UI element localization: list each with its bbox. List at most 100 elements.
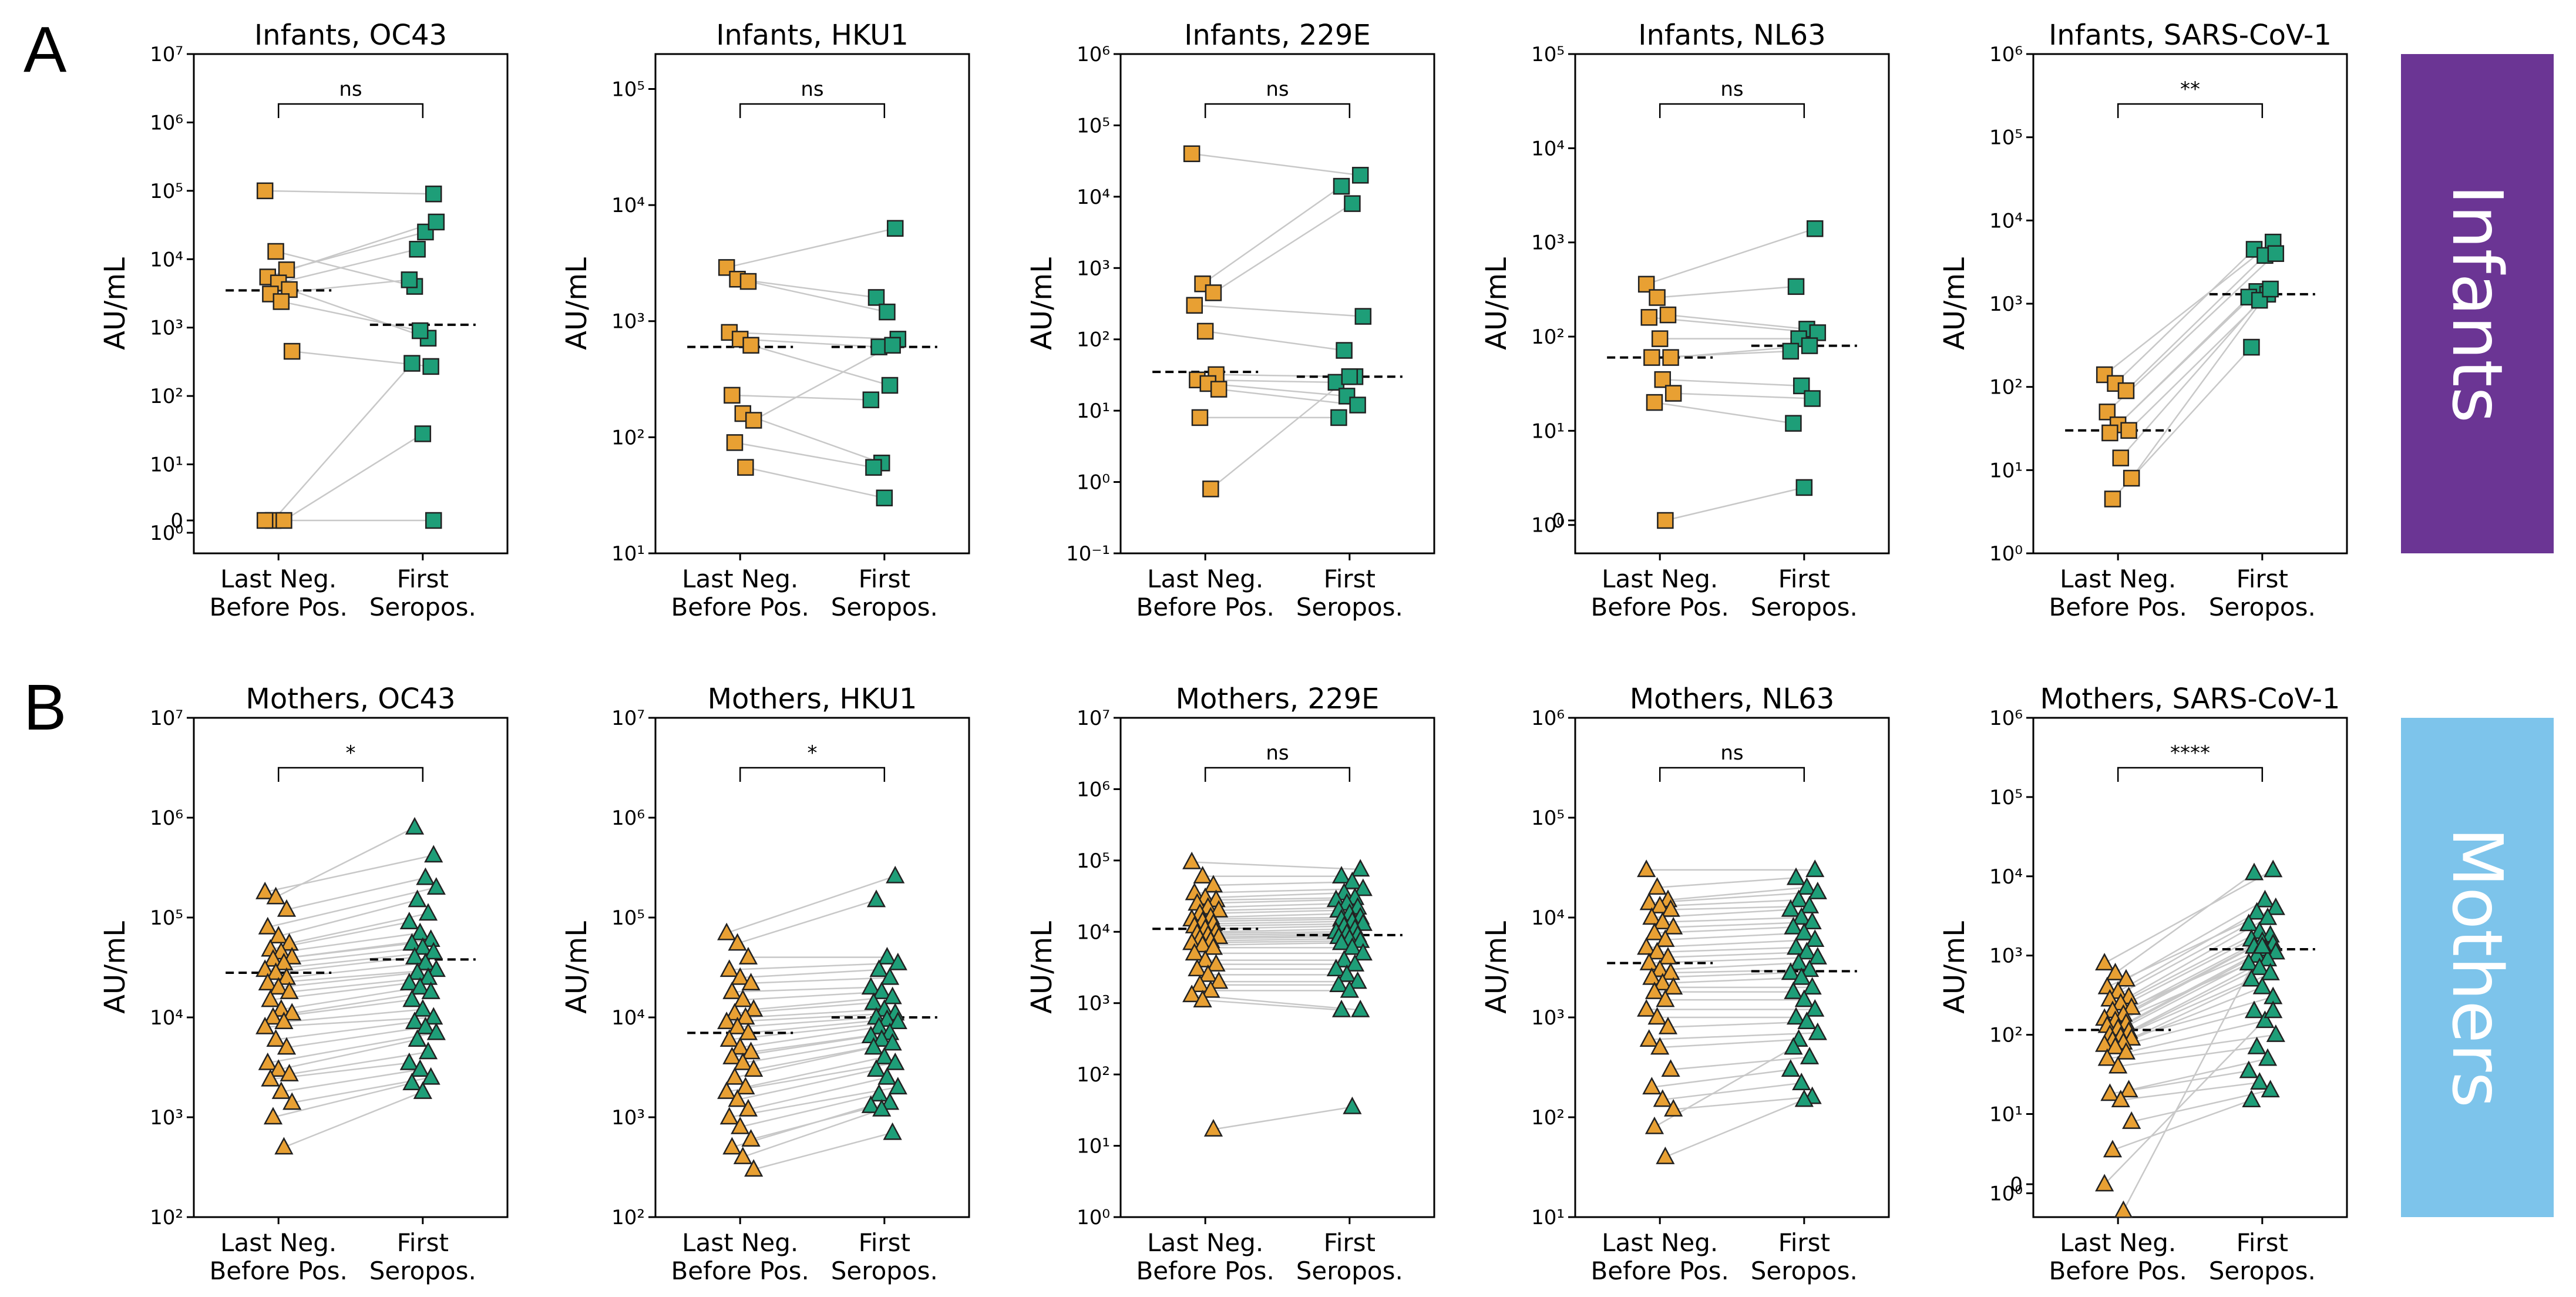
point-last-neg xyxy=(1639,892,1659,910)
infants-band: Infants xyxy=(2401,54,2554,553)
point-last-neg xyxy=(1664,916,1683,935)
point-last-neg xyxy=(1193,990,1212,1007)
point-last-neg xyxy=(2104,490,2121,508)
point-first-pos xyxy=(411,1059,430,1077)
pair-line xyxy=(2114,946,2255,1022)
pair-line xyxy=(742,1039,882,1064)
significance-bracket xyxy=(277,767,424,782)
panel-1: 10⁰ 10¹ 10² 10³ 10⁴ 10⁵ 10⁶ 10⁷ 0 Last Neg. Before… xyxy=(99,19,509,621)
significance-bracket xyxy=(1659,767,1805,782)
pair-line xyxy=(2104,869,2274,964)
pair-line xyxy=(1210,913,1350,918)
y-tick-label: 10⁶ xyxy=(1077,43,1110,66)
pair-line xyxy=(286,1026,426,1049)
point-first-pos xyxy=(416,867,435,885)
pair-line xyxy=(732,986,871,993)
point-first-pos xyxy=(1805,929,1825,947)
point-first-pos xyxy=(416,1016,435,1034)
point-first-pos xyxy=(869,959,889,977)
significance-label: ** xyxy=(2180,78,2200,101)
y-tick-label: 10¹ xyxy=(1531,1206,1565,1229)
point-last-neg xyxy=(1661,899,1680,917)
point-first-pos xyxy=(399,1052,419,1070)
point-first-pos xyxy=(1336,342,1353,359)
y-tick-label: 10² xyxy=(1077,328,1110,352)
y-axis-label: AU/mL xyxy=(1480,257,1513,350)
plot-frame xyxy=(1574,717,1890,1218)
pair-line xyxy=(289,288,429,339)
point-last-neg xyxy=(1201,980,1220,998)
point-first-pos xyxy=(1351,930,1370,948)
y-tick-label: 10³ xyxy=(611,310,645,334)
y-tick-label: 10¹ xyxy=(1077,1135,1110,1158)
point-last-neg xyxy=(725,1067,745,1085)
panel-4: 10⁰ 10¹ 10² 10³ 10⁴ 10⁵ 0 Last Neg. Before Pos. F… xyxy=(1480,19,1890,621)
x-tick-label: First Seropos. xyxy=(1751,565,1858,621)
point-first-pos xyxy=(2266,1024,2285,1042)
point-last-neg xyxy=(2106,1036,2125,1054)
pair-line xyxy=(1664,1098,1805,1158)
y-tick-label: 10⁴ xyxy=(1989,865,2023,889)
pair-line xyxy=(281,301,421,332)
point-first-pos xyxy=(413,999,432,1017)
pair-line xyxy=(1654,401,1794,424)
point-last-neg xyxy=(744,999,764,1017)
point-first-pos xyxy=(1781,962,1800,980)
y-tick-label: 10³ xyxy=(150,1106,183,1130)
point-first-pos xyxy=(883,1033,902,1051)
significance-bracket xyxy=(739,103,886,118)
mothers-band: Mothers xyxy=(2401,718,2554,1217)
point-first-pos xyxy=(1797,942,1817,960)
y-tick-label: 10⁷ xyxy=(150,707,183,730)
x-tick-label: First Seropos. xyxy=(1751,1228,1858,1285)
pair-line xyxy=(751,344,890,387)
pair-line xyxy=(1657,877,1797,889)
point-first-pos xyxy=(1344,195,1361,212)
point-first-pos xyxy=(1351,999,1370,1017)
pair-line xyxy=(2131,1089,2271,1123)
y-tick-label: 10¹ xyxy=(1989,459,2023,482)
point-last-neg xyxy=(1657,512,1674,529)
point-first-pos xyxy=(418,1041,438,1060)
pair-line xyxy=(1649,891,1818,904)
point-first-pos xyxy=(399,973,419,991)
pair-line xyxy=(1208,382,1347,397)
y-tick-label: 10⁴ xyxy=(1531,137,1565,160)
plot-frame xyxy=(193,53,509,555)
point-last-neg xyxy=(728,1089,747,1107)
point-last-neg xyxy=(1651,330,1669,347)
y-tick-label: 10³ xyxy=(150,317,183,340)
y-tick-label: 10² xyxy=(1077,1063,1110,1087)
pair-line xyxy=(2131,288,2271,479)
y-tick-label: 10² xyxy=(1989,1024,2023,1047)
point-last-neg xyxy=(1193,935,1212,953)
point-first-pos xyxy=(1784,916,1803,935)
pair-line xyxy=(264,854,434,893)
pair-line xyxy=(1649,1032,1818,1040)
point-last-neg xyxy=(1658,947,1678,965)
point-last-neg xyxy=(733,989,752,1007)
point-last-neg xyxy=(266,1029,285,1047)
pair-line xyxy=(265,1016,434,1028)
pair-line xyxy=(1662,977,1802,984)
panel-title: Infants, HKU1 xyxy=(716,19,909,52)
point-last-neg xyxy=(1656,929,1675,947)
point-last-neg xyxy=(2119,1080,2138,1098)
point-first-pos xyxy=(1787,278,1805,295)
point-first-pos xyxy=(2247,945,2266,963)
y-tick-label: 10⁶ xyxy=(1989,707,2023,730)
pair-line xyxy=(2126,948,2266,1024)
y-tick-label: 10⁴ xyxy=(150,1006,183,1030)
point-first-pos xyxy=(1782,342,1800,360)
point-last-neg xyxy=(1659,306,1677,324)
pair-line xyxy=(2106,253,2276,413)
pair-line xyxy=(742,412,882,464)
pair-line xyxy=(2117,955,2258,1030)
point-last-neg xyxy=(271,1081,291,1099)
pair-line xyxy=(737,278,877,298)
point-first-pos xyxy=(413,1081,432,1099)
pair-line xyxy=(281,986,421,1010)
y-axis-label: AU/mL xyxy=(1025,921,1058,1014)
point-first-pos xyxy=(2264,859,2283,878)
pair-line xyxy=(1210,938,1350,942)
